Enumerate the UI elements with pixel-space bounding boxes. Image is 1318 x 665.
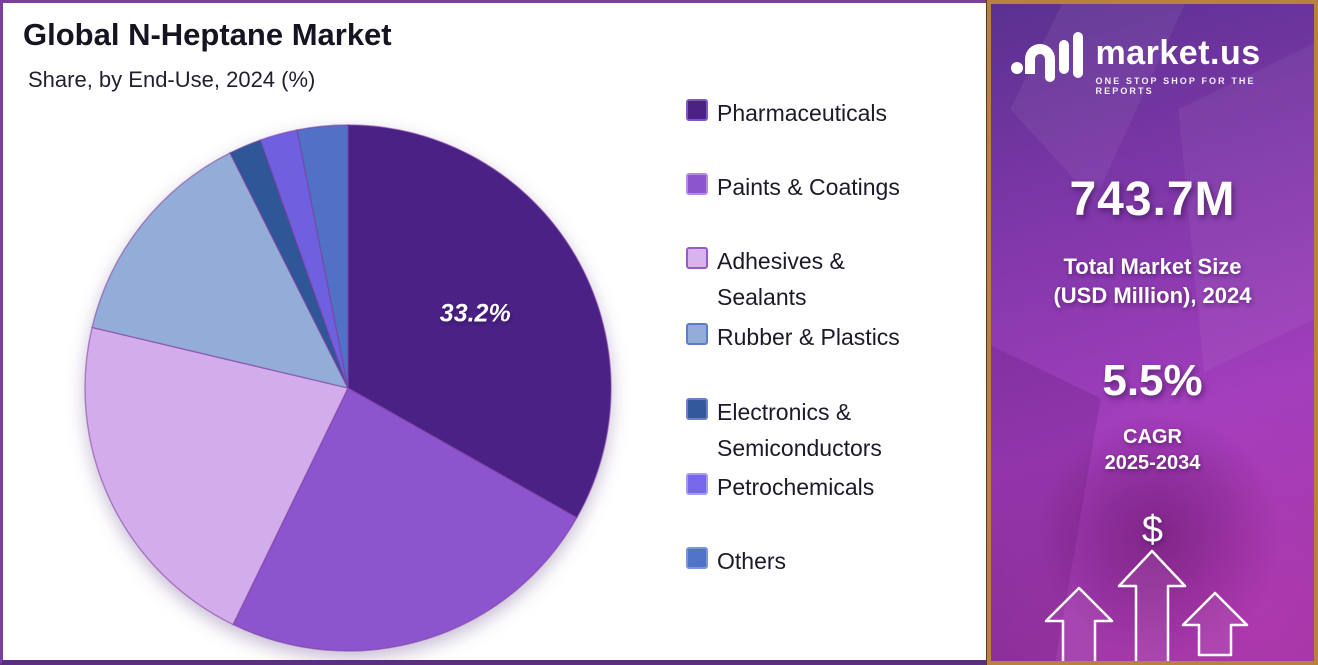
chart-area: Global N-Heptane Market Share, by End-Us… [0,0,987,665]
pie-slice-adhesives-sealants [84,326,350,626]
brand-tagline: ONE STOP SHOP FOR THE REPORTS [1095,75,1256,96]
market-size-label: Total Market Size (USD Million), 2024 [991,252,1314,310]
legend-item-electronics-semiconductors: Electronics & Semiconductors [686,394,882,466]
legend-label: Electronics & Semiconductors [717,399,882,461]
legend-swatch [686,247,708,269]
legend-swatch [686,398,708,420]
pie-slice-others [296,124,349,389]
pie-slice-paints-coatings [232,387,578,652]
dollar-icon: $ [1141,509,1164,551]
legend-label: Pharmaceuticals [717,100,888,126]
marketus-logo-icon [1011,30,1084,88]
brand-logo: market.us ONE STOP SHOP FOR THE REPORTS [1011,30,1314,96]
legend-swatch [686,99,708,121]
cagr-label: CAGR 2025-2034 [991,424,1314,477]
growth-arrows-icon [1044,549,1249,661]
brand-name: market.us [1095,34,1261,72]
chart-legend: Pharmaceuticals Paints & Coatings Adhesive… [686,3,986,665]
cagr-label-line1: CAGR [1123,426,1182,448]
legend-item-pharmaceuticals: Pharmaceuticals [686,95,887,131]
cagr-label-line2: 2025-2034 [1104,452,1201,475]
legend-item-adhesives-sealants: Adhesives & Sealants [686,243,845,315]
market-size-value: 743.7M [1069,173,1236,226]
chart-title: Global N-Heptane Market [23,17,392,52]
legend-item-rubber-plastics: Rubber & Plastics [686,319,900,355]
pie-slice-pharmaceuticals [347,124,612,519]
legend-label: Paints & Coatings [717,174,900,200]
legend-swatch [686,323,708,345]
legend-item-petrochemicals: Petrochemicals [686,469,874,505]
legend-swatch [686,173,708,195]
legend-label: Petrochemicals [717,474,875,500]
legend-item-paints-coatings: Paints & Coatings [686,169,900,205]
brand-panel: market.us ONE STOP SHOP FOR THE REPORTS … [986,0,1318,665]
market-size-label-line2: (USD Million), 2024 [1053,283,1252,309]
pie-chart [84,124,612,652]
pie-data-label: 33.2% [439,299,511,328]
cagr-value: 5.5% [1102,356,1203,405]
legend-swatch [686,547,708,569]
market-size-label-line1: Total Market Size [1063,254,1242,279]
pie-slice-rubber-plastics [91,151,350,390]
legend-item-others: Others [686,543,786,579]
chart-subtitle: Share, by End-Use, 2024 (%) [28,67,316,92]
legend-label: Adhesives & Sealants [717,248,845,310]
legend-label: Rubber & Plastics [717,324,900,350]
legend-swatch [686,473,708,495]
legend-label: Others [717,548,787,574]
